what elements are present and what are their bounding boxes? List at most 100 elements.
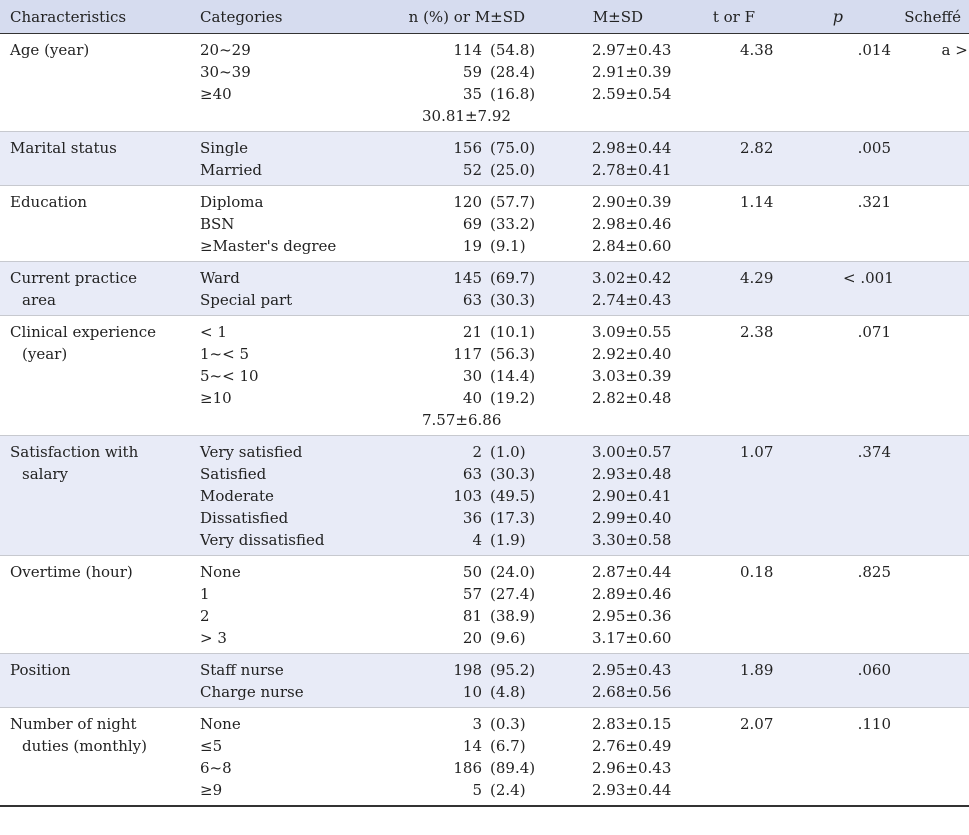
category-label: 2 [200, 607, 210, 625]
percent-value: (56.3) [490, 345, 536, 363]
category-label: None [200, 715, 241, 733]
percent-value: (30.3) [490, 465, 536, 483]
category-label: Moderate [200, 487, 274, 505]
scheffe-value [891, 137, 969, 159]
categories-cell: Very satisfied Satisfied Moderate Dissatisf… [200, 441, 390, 551]
msd-cell: 3.02±0.42 2.74±0.43 [540, 267, 740, 311]
msd-value: 2.59±0.54 [592, 85, 672, 103]
t-or-f-cell: 0.18 [740, 561, 843, 649]
characteristic-label-cont: area [22, 291, 56, 309]
n-value: 114 [453, 41, 482, 59]
header-scheffe: Scheffé [904, 7, 961, 26]
category-label: Staff nurse [200, 661, 284, 679]
scheffe-value [891, 441, 969, 463]
table-row-group: Position Staff nurse Charge nurse 198 (95.2)… [0, 654, 969, 708]
header-categories: Categories [200, 7, 283, 26]
t-or-f-cell: 2.07 [740, 713, 843, 801]
category-label: ≥40 [200, 85, 232, 103]
header-p: p [832, 6, 843, 26]
msd-value: 2.93±0.48 [592, 465, 672, 483]
n-percent-value: 35 (16.8) [390, 83, 540, 105]
percent-value: (14.4) [490, 367, 536, 385]
scheffe-cell [891, 713, 969, 801]
n-value: 120 [453, 193, 482, 211]
n-percent-cell: 2 (1.0) 63 (30.3) 103 (49.5) 36 (17.3) 4 (1.9) [390, 441, 540, 551]
category-label: Charge nurse [200, 683, 304, 701]
categories-cell: Diploma BSN ≥Master's degree [200, 191, 390, 257]
n-value: 52 [462, 161, 482, 179]
n-percent-cell: 50 (24.0) 57 (27.4) 81 (38.9) 20 (9.6) [390, 561, 540, 649]
msd-value: 2.98±0.46 [592, 215, 672, 233]
percent-value: (54.8) [490, 41, 536, 59]
scheffe-cell [891, 137, 969, 181]
msd-value: 2.87±0.44 [592, 563, 672, 581]
n-percent-value: 36 (17.3) [390, 507, 540, 529]
n-value: 20 [462, 629, 482, 647]
table-body: Age (year) 20~29 30~39 ≥40 114 (54.8) 59 (28.4)… [0, 34, 969, 807]
percent-value: (69.7) [490, 269, 536, 287]
n-percent-value: 63 (30.3) [390, 289, 540, 311]
t-or-f-cell: 1.14 [740, 191, 843, 257]
characteristic-cell: Position [0, 659, 200, 703]
characteristic-label: Overtime (hour) [10, 563, 133, 581]
n-percent-value: 156 (75.0) [390, 137, 540, 159]
characteristic-label: Clinical experience [10, 323, 157, 341]
n-value: 50 [462, 563, 482, 581]
characteristic-label: Satisfaction with [10, 443, 139, 461]
n-percent-value: 117 (56.3) [390, 343, 540, 365]
categories-cell: None 1 2 > 3 [200, 561, 390, 649]
p-value-cell: .374 [843, 441, 891, 551]
msd-value: 2.98±0.44 [592, 139, 672, 157]
n-value: 14 [462, 737, 482, 755]
n-percent-value: 57 (27.4) [390, 583, 540, 605]
n-percent-cell: 145 (69.7) 63 (30.3) [390, 267, 540, 311]
percent-value: (9.1) [490, 237, 526, 255]
p-value: .825 [857, 563, 891, 581]
scheffe-value [891, 659, 969, 681]
category-label: None [200, 563, 241, 581]
msd-cell: 2.97±0.43 2.91±0.39 2.59±0.54 [540, 39, 740, 127]
msd-cell: 3.09±0.55 2.92±0.40 3.03±0.39 2.82±0.48 [540, 321, 740, 431]
scheffe-value [891, 191, 969, 213]
scheffe-cell: a > c [891, 39, 969, 127]
n-percent-value: 5 (2.4) [390, 779, 540, 801]
n-percent-cell: 3 (0.3) 14 (6.7) 186 (89.4) 5 (2.4) [390, 713, 540, 801]
t-or-f-cell: 2.82 [740, 137, 843, 181]
n-value: 81 [462, 607, 482, 625]
characteristic-cell: Overtime (hour) [0, 561, 200, 649]
scheffe-value [891, 267, 969, 289]
scheffe-cell [891, 321, 969, 431]
p-value-cell: .321 [843, 191, 891, 257]
msd-value: 3.09±0.55 [592, 323, 672, 341]
n-value: 5 [472, 781, 482, 799]
category-label: < 1 [200, 323, 227, 341]
n-value: 63 [462, 291, 482, 309]
n-percent-value: 186 (89.4) [390, 757, 540, 779]
percent-value: (19.2) [490, 389, 536, 407]
table-row-group: Age (year) 20~29 30~39 ≥40 114 (54.8) 59 (28.4)… [0, 34, 969, 132]
characteristic-label-cont: salary [22, 465, 69, 483]
table-row-group: Current practice area Ward Special part 145 (… [0, 262, 969, 316]
msd-value: 3.30±0.58 [592, 531, 672, 549]
msd-value: 2.83±0.15 [592, 715, 672, 733]
p-value: < .001 [843, 269, 894, 287]
t-or-f-value: 1.14 [740, 193, 774, 211]
n-percent-value: 50 (24.0) [390, 561, 540, 583]
p-value-cell: .005 [843, 137, 891, 181]
msd-value: 2.84±0.60 [592, 237, 672, 255]
msd-cell: 2.83±0.15 2.76±0.49 2.96±0.43 2.93±0.44 [540, 713, 740, 801]
category-label: 20~29 [200, 41, 251, 59]
msd-value: 3.17±0.60 [592, 629, 672, 647]
t-or-f-cell: 1.89 [740, 659, 843, 703]
msd-cell: 2.87±0.44 2.89±0.46 2.95±0.36 3.17±0.60 [540, 561, 740, 649]
characteristic-cell: Age (year) [0, 39, 200, 127]
mean-sd-summary: 7.57±6.86 [422, 411, 502, 429]
category-label: Special part [200, 291, 293, 309]
percent-value: (4.8) [490, 683, 526, 701]
category-label: ≥10 [200, 389, 232, 407]
characteristic-label: Position [10, 661, 71, 679]
scheffe-value [891, 713, 969, 735]
category-label: Very satisfied [200, 443, 303, 461]
n-value: 21 [462, 323, 482, 341]
statistics-table: Characteristics Categories n (%) or M±SD… [0, 0, 969, 807]
